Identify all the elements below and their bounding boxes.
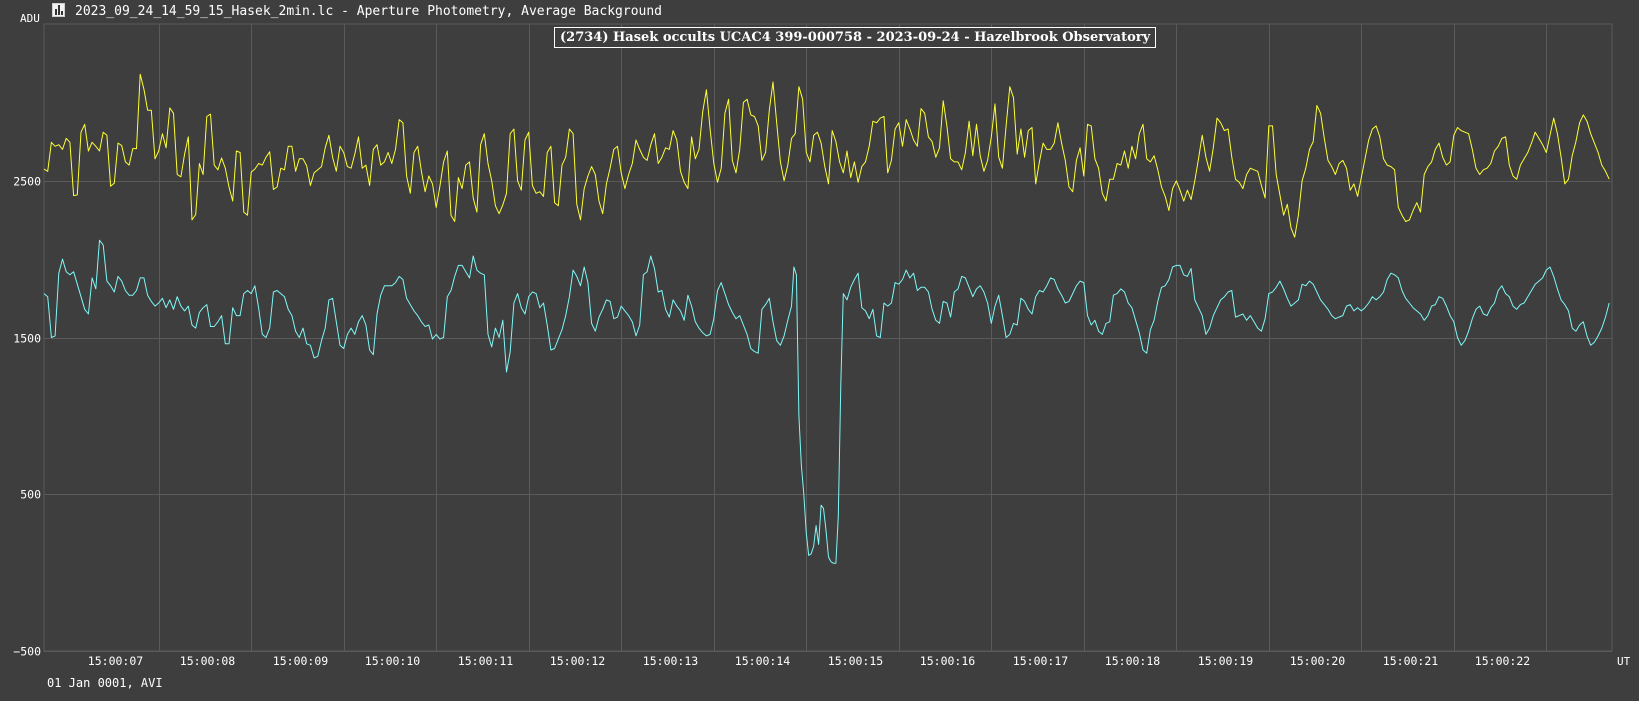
y-tick-label: −500	[13, 645, 41, 659]
footer-info: 01 Jan 0001, AVI	[47, 676, 163, 690]
window-titlebar: 2023_09_24_14_59_15_Hasek_2min.lc - Aper…	[0, 0, 1639, 24]
target-series-line	[43, 73, 1610, 238]
y-tick-label: 1500	[13, 332, 41, 346]
comparison-series-line	[43, 239, 1610, 564]
x-tick-label: 15:00:10	[365, 654, 420, 668]
y-axis-ticks: −500 500 1500 2500	[13, 175, 41, 659]
x-tick-label: 15:00:12	[550, 654, 605, 668]
y-tick-label: 500	[20, 488, 41, 502]
x-axis-ticks: 15:00:07 15:00:08 15:00:09 15:00:10 15:00:11…	[88, 654, 1530, 668]
x-axis-label: UT	[1617, 655, 1631, 668]
x-tick-label: 15:00:20	[1290, 654, 1345, 668]
x-tick-label: 15:00:11	[458, 654, 513, 668]
x-tick-label: 15:00:13	[643, 654, 698, 668]
grid	[43, 23, 1613, 652]
chart-icon[interactable]	[52, 3, 65, 17]
y-axis-label: ADU	[20, 12, 40, 25]
x-tick-label: 15:00:18	[1105, 654, 1160, 668]
x-tick-label: 15:00:07	[88, 654, 143, 668]
x-tick-label: 15:00:19	[1198, 654, 1253, 668]
y-tick-label: 2500	[13, 175, 41, 189]
x-tick-label: 15:00:21	[1383, 654, 1438, 668]
x-tick-label: 15:00:17	[1013, 654, 1068, 668]
x-tick-label: 15:00:14	[735, 654, 790, 668]
series-layer	[43, 73, 1610, 564]
chart-title: (2734) Hasek occults UCAC4 399-000758 - …	[554, 27, 1157, 48]
x-tick-label: 15:00:15	[828, 654, 883, 668]
x-tick-label: 15:00:22	[1475, 654, 1530, 668]
x-tick-label: 15:00:08	[180, 654, 235, 668]
x-tick-label: 15:00:16	[920, 654, 975, 668]
window-title: 2023_09_24_14_59_15_Hasek_2min.lc - Aper…	[75, 4, 662, 19]
x-tick-label: 15:00:09	[273, 654, 328, 668]
